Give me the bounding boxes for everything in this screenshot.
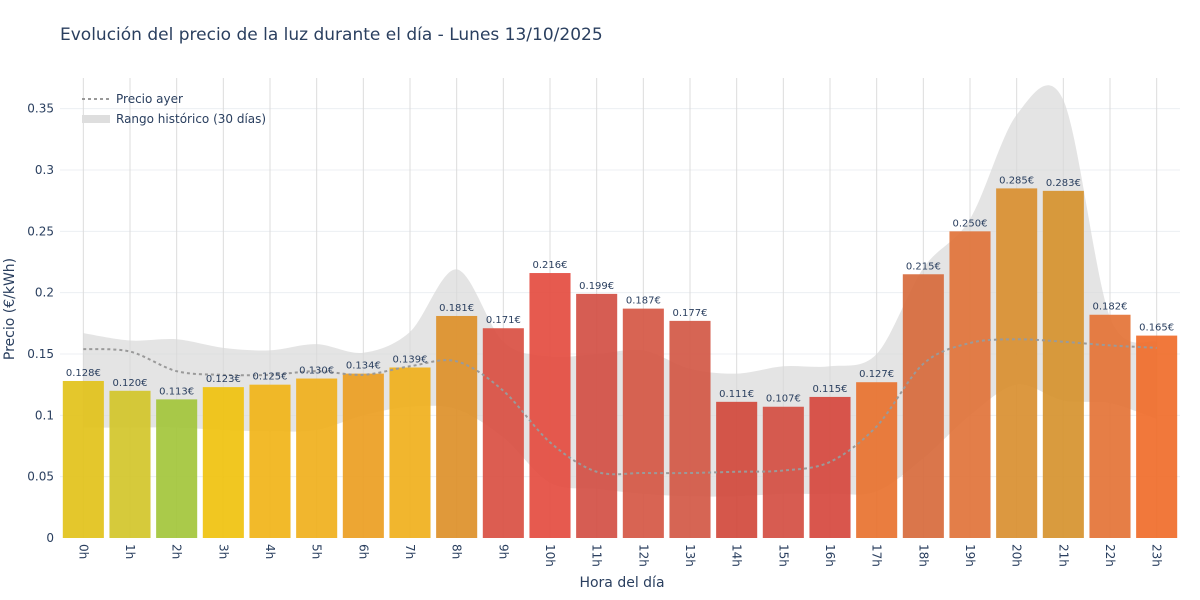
y-tick-label: 0 [46,531,54,545]
x-tick-label: 10h [543,544,557,567]
x-tick-label: 15h [776,544,790,567]
y-tick-label: 0.2 [35,286,54,300]
bar-8h [436,315,478,538]
y-tick-label: 0.1 [35,408,54,422]
x-tick-label: 12h [636,544,650,567]
bar-11h [576,293,618,538]
bar-value-label: 0.127€ [859,369,894,380]
bar-value-label: 0.285€ [999,175,1034,186]
x-tick-label: 1h [123,544,137,559]
legend-yesterday-label: Precio ayer [116,92,183,106]
bar-20h [996,188,1038,538]
x-tick-label: 5h [310,544,324,559]
bar-0h [62,380,104,538]
y-axis-title: Precio (€/kWh) [2,258,18,360]
y-tick-label: 0.35 [27,102,54,116]
bar-value-label: 0.199€ [579,281,614,292]
x-tick-label: 22h [1103,544,1117,567]
x-tick-label: 20h [1010,544,1024,567]
bar-19h [949,231,991,539]
bar-18h [902,274,944,538]
y-tick-label: 0.3 [35,163,54,177]
bar-value-label: 0.134€ [346,361,381,372]
bar-2h [156,399,198,538]
x-tick-label: 7h [403,544,417,559]
x-tick-label: 4h [263,544,277,559]
bars-layer [62,188,1178,539]
x-tick-label: 14h [730,544,744,567]
legend-range-label: Rango histórico (30 días) [116,112,266,126]
axis-layer: 0 0.05 0.1 0.15 0.2 0.25 0.3 0.35 0h 1h 2h 3h 4h 5h 6h… [27,102,1163,567]
x-tick-label: 8h [450,544,464,559]
x-tick-label: 6h [356,544,370,559]
bar-value-label: 0.283€ [1046,178,1081,189]
bar-value-label: 0.130€ [299,366,334,377]
x-tick-label: 19h [963,544,977,567]
x-tick-label: 21h [1056,544,1070,567]
data-labels-layer: 0.128€ 0.120€ 0.113€ 0.123€ 0.125€ 0.130€ 0.13… [66,175,1174,404]
bar-10h [529,273,571,538]
bar-21h [1042,190,1084,538]
bar-16h [809,396,851,538]
bar-value-label: 0.128€ [66,368,101,379]
bar-value-label: 0.165€ [1139,323,1174,334]
bar-9h [482,328,524,538]
bar-3h [202,387,244,538]
bar-value-label: 0.113€ [159,386,194,397]
bar-23h [1136,335,1178,538]
bar-4h [249,384,291,538]
historical-range-layer [83,85,1157,497]
historical-range-band [83,85,1157,497]
y-tick-label: 0.25 [27,224,54,238]
x-tick-label: 13h [683,544,697,567]
bar-7h [389,367,431,538]
bar-1h [109,390,151,538]
bar-13h [669,320,711,538]
x-tick-label: 3h [216,544,230,559]
bar-value-label: 0.181€ [439,303,474,314]
bar-value-label: 0.120€ [113,378,148,389]
bar-value-label: 0.123€ [206,374,241,385]
legend: Precio ayer Rango histórico (30 días) [82,92,266,126]
bar-value-label: 0.187€ [626,296,661,307]
x-tick-label: 2h [170,544,184,559]
bar-12h [622,308,664,538]
x-axis-title: Hora del día [579,575,664,591]
y-tick-label: 0.15 [27,347,54,361]
bar-17h [856,382,898,538]
bar-14h [716,401,758,538]
x-tick-label: 11h [590,544,604,567]
bar-value-label: 0.125€ [253,372,288,383]
bar-value-label: 0.250€ [953,218,988,229]
bar-value-label: 0.139€ [393,354,428,365]
chart-title: Evolución del precio de la luz durante e… [60,25,603,45]
x-tick-label: 23h [1150,544,1164,567]
bar-value-label: 0.107€ [766,394,801,405]
x-tick-label: 9h [496,544,510,559]
bar-value-label: 0.182€ [1093,302,1128,313]
bar-value-label: 0.215€ [906,261,941,272]
bar-value-label: 0.111€ [719,389,754,400]
x-tick-label: 0h [76,544,90,559]
legend-range-swatch [82,115,110,123]
bar-value-label: 0.216€ [533,260,568,271]
bar-6h [342,373,384,538]
bar-5h [296,378,338,538]
x-tick-label: 18h [916,544,930,567]
y-tick-label: 0.05 [27,470,54,484]
x-tick-label: 16h [823,544,837,567]
yesterday-price-line [83,338,1157,476]
x-tick-label: 17h [870,544,884,567]
bar-value-label: 0.177€ [673,308,708,319]
yesterday-line-layer [83,338,1157,476]
bar-22h [1089,314,1131,538]
bar-value-label: 0.171€ [486,315,521,326]
bar-value-label: 0.115€ [813,384,848,395]
